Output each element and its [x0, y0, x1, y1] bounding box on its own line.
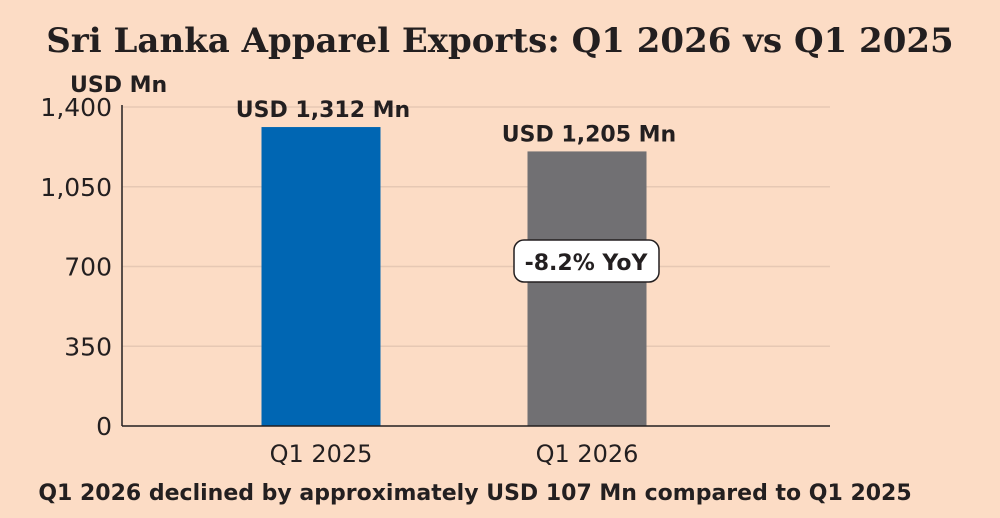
bar-value-label: USD 1,312 Mn — [236, 98, 410, 123]
footnote: Q1 2026 declined by approximately USD 10… — [38, 481, 911, 506]
bar-value-label: USD 1,205 Mn — [502, 122, 676, 147]
y-axis-label: USD Mn — [70, 73, 167, 98]
y-tick-label: 1,400 — [40, 93, 112, 122]
y-tick-label: 350 — [64, 332, 112, 361]
yoy-annotation-text: -8.2% YoY — [525, 251, 649, 276]
x-tick-label: Q1 2025 — [270, 440, 373, 468]
yoy-annotation: -8.2% YoY — [513, 239, 660, 283]
y-tick-label: 0 — [96, 412, 112, 441]
y-tick-label: 1,050 — [40, 173, 112, 202]
y-tick-label: 700 — [64, 253, 112, 282]
bar — [527, 151, 647, 427]
bar — [261, 127, 381, 427]
chart-title: Sri Lanka Apparel Exports: Q1 2026 vs Q1… — [46, 21, 953, 61]
x-tick-label: Q1 2026 — [536, 440, 639, 468]
